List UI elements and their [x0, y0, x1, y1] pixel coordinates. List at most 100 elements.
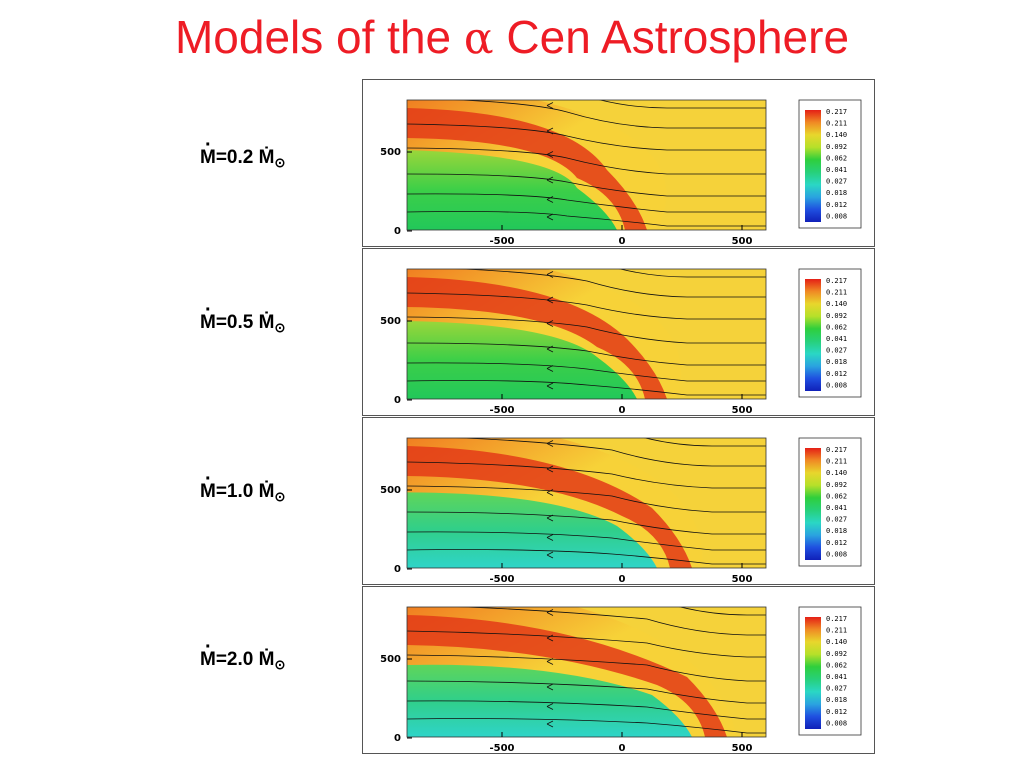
y-tick-label: 500: [380, 485, 401, 496]
y-tick-label: 500: [380, 316, 401, 327]
y-tick-label: 0: [394, 564, 401, 575]
streamline: [407, 342, 766, 366]
y-tick-label: 500: [380, 654, 401, 665]
mdot-symbol: M: [200, 299, 216, 334]
y-tick-label: 500: [380, 147, 401, 158]
colorbar-label: 0.041: [826, 504, 847, 512]
y-tick-label: 0: [394, 226, 401, 237]
model-panel-2: 500 0 -500 0 500 0.217 0.211 0.140 0.092 0.062 0.0…: [362, 248, 875, 416]
colorbar-label: 0.211: [826, 627, 847, 635]
mass-loss-label-3: M=1.0 Ṁ⊙: [200, 468, 340, 505]
colorbar-label: 0.140: [826, 300, 847, 308]
mass-loss-value: =2.0 Ṁ: [215, 649, 275, 670]
mdot-symbol: M: [200, 134, 216, 169]
simulation-plot: 500 0 -500 0 500 0.217 0.211 0.140 0.092 0.062 0.0…: [380, 437, 862, 584]
colorbar-label: 0.008: [826, 212, 847, 220]
colorbar-label: 0.027: [826, 685, 847, 693]
colorbar: 0.217 0.211 0.140 0.092 0.062 0.041 0.027 0.018…: [798, 606, 862, 736]
model-panel-4: 500 0 -500 0 500 0.217 0.211 0.140 0.092 0.062 0.0…: [362, 586, 875, 754]
colorbar-label: 0.008: [826, 719, 847, 727]
colorbar-label: 0.211: [826, 289, 847, 297]
colorbar-label: 0.012: [826, 539, 847, 547]
streamline: [407, 531, 766, 551]
x-tick-label: 500: [732, 236, 753, 246]
streamline: [407, 461, 766, 489]
colorbar-label: 0.041: [826, 673, 847, 681]
mass-loss-label-1: M=0.2 Ṁ⊙: [200, 134, 340, 171]
colorbar-label: 0.027: [826, 178, 847, 186]
x-tick-label: 0: [619, 743, 626, 753]
y-tick-label: 0: [394, 733, 401, 744]
colorbar-label: 0.018: [826, 358, 847, 366]
colorbar-label: 0.217: [826, 277, 847, 285]
colorbar-label: 0.092: [826, 650, 847, 658]
colorbar-label: 0.027: [826, 347, 847, 355]
colorbar-label: 0.018: [826, 696, 847, 704]
streamline: [407, 718, 766, 734]
mass-loss-value: =0.2 Ṁ: [215, 147, 275, 168]
streamline: [407, 147, 766, 175]
x-tick-label: 500: [732, 574, 753, 584]
y-tick-label: 0: [394, 395, 401, 406]
colorbar: 0.217 0.211 0.140 0.092 0.062 0.041 0.027 0.018…: [798, 268, 862, 398]
streamline: [407, 549, 766, 565]
x-tick-label: 500: [732, 405, 753, 415]
streamline: [407, 211, 766, 227]
colorbar-label: 0.092: [826, 143, 847, 151]
x-tick-label: -500: [489, 405, 514, 415]
x-tick-label: 0: [619, 574, 626, 584]
colorbar-label: 0.062: [826, 323, 847, 331]
sun-symbol: ⊙: [274, 320, 286, 335]
colorbar-label: 0.211: [826, 120, 847, 128]
colorbar-label: 0.018: [826, 189, 847, 197]
sun-symbol: ⊙: [274, 155, 286, 170]
colorbar-label: 0.012: [826, 201, 847, 209]
simulation-plot: 500 0 -500 0 500 0.217 0.211 0.140 0.092 0.062 0.0…: [380, 606, 862, 753]
colorbar-label: 0.062: [826, 154, 847, 162]
streamline: [618, 269, 766, 278]
colorbar: 0.217 0.211 0.140 0.092 0.062 0.041 0.027 0.018…: [798, 437, 862, 567]
streamline: [407, 680, 766, 704]
colorbar-label: 0.092: [826, 312, 847, 320]
streamline: [598, 100, 766, 109]
model-panel-3: 500 0 -500 0 500 0.217 0.211 0.140 0.092 0.062 0.0…: [362, 417, 875, 585]
colorbar-label: 0.027: [826, 516, 847, 524]
streamline: [407, 630, 766, 658]
streamline: [407, 292, 766, 320]
colorbar-label: 0.012: [826, 708, 847, 716]
streamline: [453, 100, 766, 129]
colorbar-label: 0.008: [826, 381, 847, 389]
simulation-plot: 500 0 -500 0 500 0.217 0.211 0.140 0.092 0.062 0.0…: [380, 268, 862, 415]
streamline: [407, 485, 766, 513]
colorbar-label: 0.062: [826, 661, 847, 669]
x-tick-label: -500: [489, 574, 514, 584]
streamline: [407, 362, 766, 382]
title-prefix: Models of the: [174, 11, 464, 63]
colorbar-label: 0.018: [826, 527, 847, 535]
x-tick-label: -500: [489, 236, 514, 246]
colorbar-label: 0.041: [826, 335, 847, 343]
streamline: [407, 316, 766, 344]
streamline: [407, 654, 766, 682]
colorbar-label: 0.140: [826, 469, 847, 477]
mass-loss-label-2: M=0.5 Ṁ⊙: [200, 299, 340, 336]
x-tick-label: 0: [619, 236, 626, 246]
colorbar-label: 0.041: [826, 166, 847, 174]
colorbar-label: 0.092: [826, 481, 847, 489]
x-tick-label: 0: [619, 405, 626, 415]
mdot-symbol: M: [200, 468, 216, 503]
streamline: [407, 123, 766, 151]
model-panel-1: 500 0 -500 0 500 0.217 0.211 0.140 0.092 0.062 0.0…: [362, 79, 875, 247]
mass-loss-label-4: M=2.0 Ṁ⊙: [200, 636, 340, 673]
colorbar-label: 0.217: [826, 108, 847, 116]
colorbar-label: 0.012: [826, 370, 847, 378]
sun-symbol: ⊙: [274, 489, 286, 504]
colorbar-label: 0.062: [826, 492, 847, 500]
colorbar-label: 0.008: [826, 550, 847, 558]
colorbar-label: 0.140: [826, 131, 847, 139]
streamline: [407, 511, 766, 535]
colorbar-label: 0.217: [826, 446, 847, 454]
streamline: [407, 700, 766, 720]
mass-loss-value: =0.5 Ṁ: [215, 312, 275, 333]
mass-loss-value: =1.0 Ṁ: [215, 481, 275, 502]
